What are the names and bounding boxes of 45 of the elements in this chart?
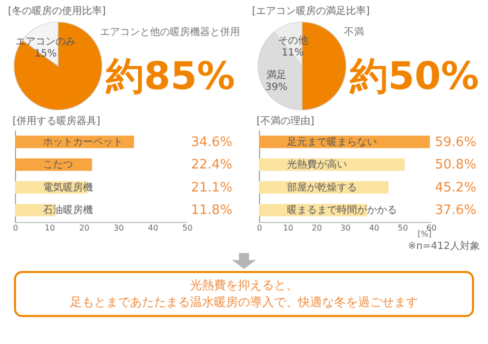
y-tick-label: 部屋が乾燥する [287, 181, 357, 194]
pie-slice [14, 22, 102, 110]
slice-label: 不満 [344, 26, 364, 38]
bar [15, 158, 92, 171]
chart-title: [エアコン暖房の満足比率] [252, 5, 370, 17]
data-label: 11.8% [191, 203, 232, 218]
x-tick-label: 0 [12, 224, 18, 232]
y-tick-label: 光熱費が高い [287, 158, 347, 171]
data-label: 34.6% [191, 134, 232, 150]
data-label: 45.2% [435, 180, 476, 196]
x-tick-label: 50 [398, 224, 408, 232]
data-label: 50.8% [435, 158, 476, 173]
y-tick-label: 足元まで暖まらない [287, 136, 377, 148]
chart-title: [冬の暖房の使用比率] [8, 5, 106, 17]
x-tick-label: 0 [256, 224, 262, 232]
x-tick-label: 30 [340, 224, 351, 232]
data-label: 59.6% [435, 134, 476, 150]
data-label: 39% [265, 82, 288, 94]
chart-title: [不満の理由] [256, 115, 314, 127]
slice-label: 満足 [266, 69, 286, 82]
x-tick-label: 60 [426, 224, 437, 232]
x-tick-label: 40 [148, 224, 158, 232]
data-label: 22.4% [191, 158, 232, 173]
y-tick-label: 電気暖房機 [43, 181, 93, 194]
x-tick-label: 50 [182, 224, 193, 232]
text: 光熱費を抑えると、 [189, 277, 299, 294]
y-tick-label: こたつ [43, 160, 73, 171]
x-tick-label: 20 [312, 224, 322, 232]
x-tick-label: 30 [114, 224, 124, 232]
slice-label: エアコンと他の暖房機器と併用 [100, 26, 240, 38]
y-tick-label: ホットカーペット [43, 136, 123, 148]
x-axis-title: [%] [418, 230, 432, 238]
data-label: 約85% [105, 54, 235, 98]
x-tick-label: 20 [79, 224, 90, 232]
chart-title: [併用する暖房器具] [12, 115, 100, 127]
data-label: 約50% [349, 54, 479, 98]
x-tick-label: 10 [283, 224, 294, 232]
x-tick-label: 10 [44, 224, 55, 232]
text: ※n=412人対象 [406, 240, 481, 253]
bar [15, 136, 134, 148]
text: 足もとまであたたまる温水暖房の導入で、快適な冬を過ごせます [69, 294, 419, 311]
data-label: 21.1% [191, 180, 232, 196]
y-tick-label: 暖まるまで時間がかかる [287, 204, 397, 216]
x-tick-label: 40 [369, 224, 380, 232]
data-label: 37.6% [435, 203, 476, 218]
